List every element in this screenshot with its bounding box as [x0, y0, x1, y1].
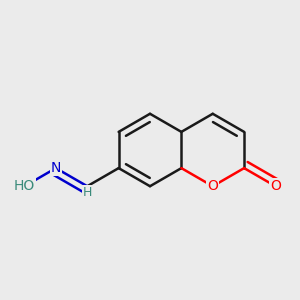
Text: O: O — [207, 179, 218, 193]
Text: HO: HO — [14, 179, 35, 193]
Text: O: O — [270, 179, 281, 193]
Text: H: H — [82, 186, 92, 199]
Text: N: N — [51, 161, 61, 175]
